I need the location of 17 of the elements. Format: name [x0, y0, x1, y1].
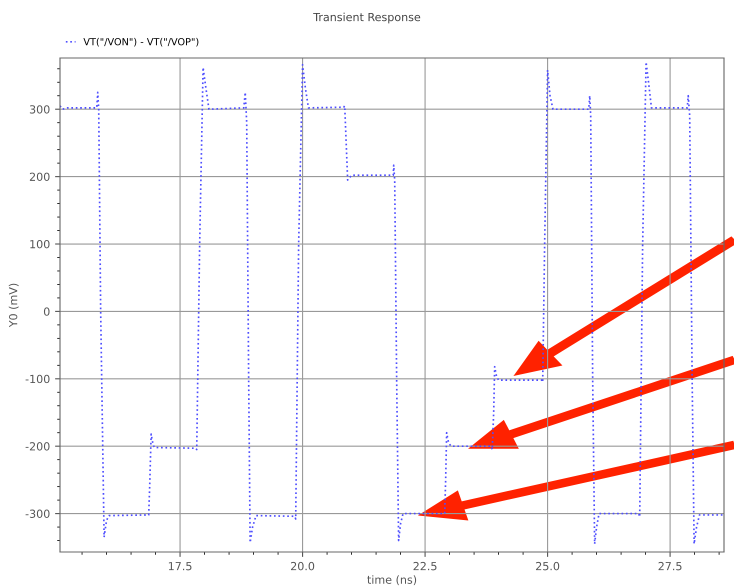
x-tick-label: 17.5 — [168, 562, 192, 570]
y-axis-title: Y0 (mV) — [8, 284, 19, 328]
x-axis-title: time (ns) — [367, 575, 416, 586]
y-tick-label: 100 — [30, 240, 50, 248]
x-tick-label: 25.0 — [536, 562, 560, 570]
x-tick-label: 22.5 — [414, 562, 436, 570]
x-tick-label: 20.0 — [291, 562, 314, 570]
y-tick-label: -100 — [26, 374, 50, 384]
y-tick-label: 300 — [30, 105, 50, 114]
y-tick-label: 0 — [44, 307, 50, 316]
y-tick-label: -300 — [26, 510, 50, 518]
chart-title: Transient Response — [313, 12, 420, 24]
line-series — [60, 61, 724, 545]
y-tick-label: -200 — [26, 442, 50, 451]
x-tick-label: 27.5 — [658, 562, 682, 570]
y-tick-label: 200 — [30, 172, 50, 181]
legend-label: VT("/VON") - VT("/VOP") — [83, 38, 198, 46]
